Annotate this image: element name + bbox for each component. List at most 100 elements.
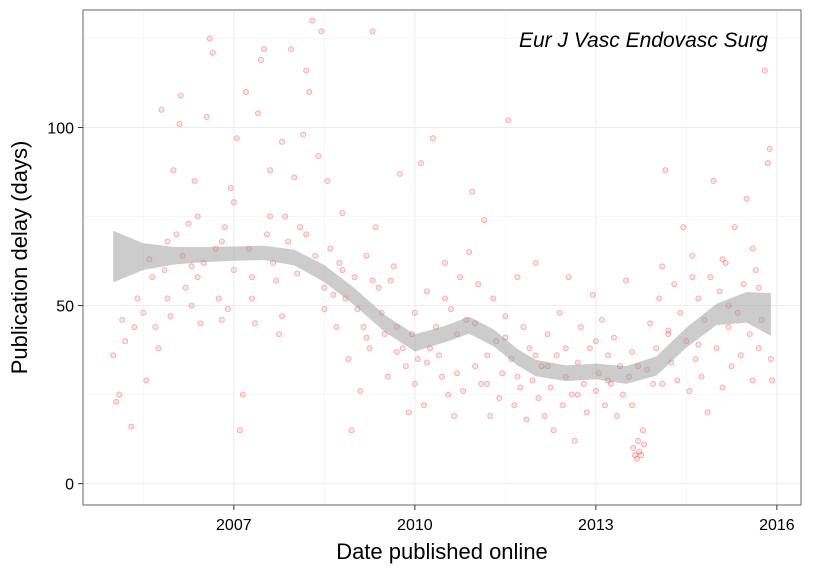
- data-point: [472, 363, 479, 370]
- data-point: [469, 188, 476, 195]
- data-point: [315, 153, 322, 160]
- data-point: [568, 391, 575, 398]
- data-point: [170, 167, 177, 174]
- data-point: [264, 231, 271, 238]
- data-point: [460, 388, 467, 395]
- data-point: [369, 277, 376, 284]
- data-point: [686, 388, 693, 395]
- data-point: [384, 373, 391, 380]
- data-point: [257, 56, 264, 63]
- data-point: [547, 384, 554, 391]
- data-point: [188, 302, 195, 309]
- data-point: [411, 309, 418, 316]
- data-point: [254, 110, 261, 117]
- data-point: [755, 284, 762, 291]
- data-point: [629, 348, 636, 355]
- data-point: [713, 345, 720, 352]
- data-point: [647, 320, 654, 327]
- data-point: [372, 224, 379, 231]
- data-point: [167, 313, 174, 320]
- y-tick-label: 0: [65, 477, 74, 494]
- data-point: [119, 316, 126, 323]
- data-point: [630, 445, 637, 452]
- data-point: [740, 281, 747, 288]
- data-point: [134, 295, 141, 302]
- data-point: [345, 355, 352, 362]
- data-point: [285, 238, 292, 245]
- data-point: [514, 274, 521, 281]
- data-point: [562, 345, 569, 352]
- data-point: [532, 352, 539, 359]
- data-point: [273, 277, 280, 284]
- data-point: [641, 441, 648, 448]
- data-point: [514, 373, 521, 380]
- data-point: [629, 402, 636, 409]
- data-point: [177, 92, 184, 99]
- data-point: [722, 259, 729, 266]
- data-point: [541, 412, 548, 419]
- data-point: [230, 266, 237, 273]
- data-point: [251, 320, 258, 327]
- data-points: [110, 17, 776, 462]
- data-point: [550, 427, 557, 434]
- y-axis-title: Publication delay (days): [7, 141, 32, 375]
- data-point: [248, 274, 255, 281]
- data-point: [574, 391, 581, 398]
- data-point: [116, 391, 123, 398]
- data-point: [276, 331, 283, 338]
- data-point: [707, 274, 714, 281]
- data-point: [746, 331, 753, 338]
- data-point: [553, 352, 560, 359]
- data-point: [435, 352, 442, 359]
- journal-annotation: Eur J Vasc Endovasc Surg: [519, 29, 768, 52]
- data-point: [737, 352, 744, 359]
- data-point: [131, 323, 138, 330]
- data-point: [698, 373, 705, 380]
- data-point: [333, 323, 340, 330]
- data-point: [233, 135, 240, 142]
- data-point: [620, 391, 627, 398]
- data-point: [526, 345, 533, 352]
- data-point: [442, 259, 449, 266]
- data-point: [761, 67, 768, 74]
- data-point: [411, 380, 418, 387]
- data-point: [638, 452, 645, 459]
- data-point: [236, 427, 243, 434]
- x-axis-title: Date published online: [336, 539, 548, 564]
- data-point: [423, 359, 430, 366]
- axes: 2007 2010 2013 2016 0 50 100: [47, 121, 794, 534]
- data-point: [438, 373, 445, 380]
- data-point: [164, 295, 171, 302]
- data-point: [209, 49, 216, 56]
- data-point: [110, 352, 117, 359]
- data-point: [457, 274, 464, 281]
- data-point: [173, 231, 180, 238]
- data-point: [749, 245, 756, 252]
- data-point: [336, 259, 343, 266]
- data-point: [339, 266, 346, 273]
- data-point: [194, 274, 201, 281]
- data-point: [321, 284, 328, 291]
- data-point: [475, 281, 482, 288]
- data-point: [420, 402, 427, 409]
- data-point: [152, 323, 159, 330]
- data-point: [309, 17, 316, 24]
- data-point: [303, 231, 310, 238]
- data-point: [766, 145, 773, 152]
- data-point: [140, 309, 147, 316]
- data-point: [197, 320, 204, 327]
- data-point: [499, 370, 506, 377]
- data-point: [330, 291, 337, 298]
- data-point: [161, 266, 168, 273]
- data-point: [689, 274, 696, 281]
- data-point: [375, 284, 382, 291]
- x-tick-label: 2010: [397, 517, 433, 534]
- data-point: [242, 88, 249, 95]
- data-point: [623, 277, 630, 284]
- data-point: [128, 423, 135, 430]
- data-point: [429, 135, 436, 142]
- data-point: [261, 46, 268, 53]
- data-point: [689, 252, 696, 259]
- data-point: [227, 185, 234, 192]
- data-point: [632, 452, 639, 459]
